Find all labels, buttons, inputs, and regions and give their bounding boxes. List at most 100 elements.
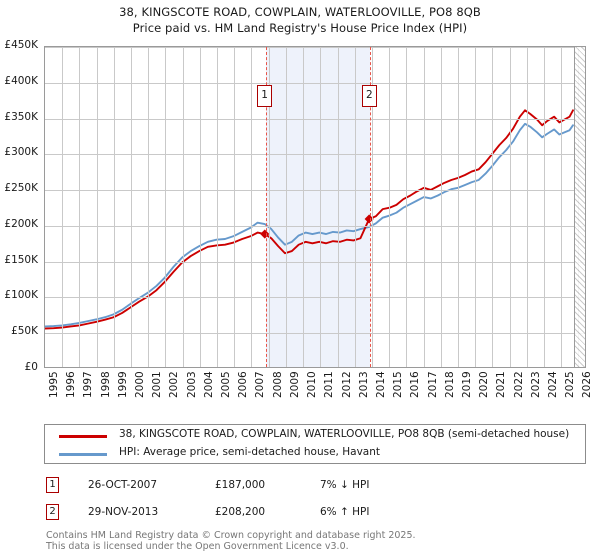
series-lines — [45, 109, 574, 330]
gridline-vertical — [406, 47, 408, 367]
x-axis-tick-label: 2018 — [443, 371, 456, 398]
gridline-horizontal — [45, 333, 585, 335]
sale-point-marker[interactable] — [260, 229, 270, 239]
x-axis-tick-label: 2023 — [529, 371, 542, 398]
sale-date-marker-line — [265, 47, 267, 367]
gridline-horizontal — [45, 82, 585, 84]
x-axis-tick-label: 2010 — [306, 371, 319, 398]
gridline-vertical — [389, 47, 391, 367]
x-axis-tick-label: 2019 — [460, 371, 473, 398]
gridline-vertical — [526, 47, 528, 367]
gridline-vertical — [337, 47, 339, 367]
gridline-vertical — [96, 47, 98, 367]
legend-swatch-price-paid — [59, 435, 107, 438]
transaction-hpi-delta: 6% ↑ HPI — [320, 506, 370, 518]
no-data-region-edge — [574, 47, 576, 367]
x-axis-tick-label: 2015 — [392, 371, 405, 398]
x-axis-tick-label: 2022 — [512, 371, 525, 398]
gridline-vertical — [148, 47, 150, 367]
gridline-vertical — [199, 47, 201, 367]
gridline-vertical — [440, 47, 442, 367]
gridline-vertical — [561, 47, 563, 367]
series-line — [45, 109, 574, 330]
x-axis-tick-label: 2004 — [202, 371, 215, 398]
x-axis-tick-label: 2013 — [357, 371, 370, 398]
x-axis-tick-label: 2025 — [564, 371, 577, 398]
x-axis-tick-label: 2000 — [134, 371, 147, 398]
x-axis-tick-label: 2002 — [168, 371, 181, 398]
gridline-vertical — [165, 47, 167, 367]
transaction-price: £187,000 — [215, 479, 266, 491]
legend-item-hpi: HPI: Average price, semi-detached house,… — [45, 445, 585, 463]
footer-licence: This data is licensed under the Open Gov… — [46, 541, 349, 552]
y-axis-tick-label: £450K — [4, 39, 38, 51]
gridline-vertical — [234, 47, 236, 367]
x-axis-tick-label: 2007 — [254, 371, 267, 398]
y-axis-tick-label: £350K — [4, 110, 38, 123]
gridline-horizontal — [45, 154, 585, 156]
legend-label-hpi: HPI: Average price, semi-detached house,… — [119, 446, 380, 458]
page-title: 38, KINGSCOTE ROAD, COWPLAIN, WATERLOOVI… — [119, 5, 481, 19]
chart-callout-1[interactable]: 1 — [257, 85, 273, 107]
legend-item-price-paid: 38, KINGSCOTE ROAD, COWPLAIN, WATERLOOVI… — [45, 427, 585, 445]
gridline-horizontal — [45, 225, 585, 227]
x-axis-tick-label: 2003 — [185, 371, 198, 398]
gridline-vertical — [113, 47, 115, 367]
y-axis-tick-label: £100K — [4, 289, 38, 302]
gridline-horizontal — [45, 190, 585, 192]
y-axis-tick-label: £400K — [4, 74, 38, 87]
transaction-badge[interactable]: 2 — [46, 504, 59, 520]
x-axis-tick-label: 2008 — [271, 371, 284, 398]
y-axis-tick-label: £250K — [4, 182, 38, 195]
gridline-horizontal — [45, 261, 585, 263]
transaction-price: £208,200 — [215, 506, 266, 518]
gridline-vertical — [543, 47, 545, 367]
x-axis-tick-label: 2009 — [288, 371, 301, 398]
gridline-horizontal — [45, 118, 585, 120]
x-axis-tick-label: 1998 — [99, 371, 112, 398]
transaction-badge[interactable]: 1 — [46, 477, 59, 493]
y-axis-tick-label: £200K — [4, 217, 38, 230]
chart-legend: 38, KINGSCOTE ROAD, COWPLAIN, WATERLOOVI… — [44, 424, 586, 464]
chart-plot-area — [44, 46, 586, 368]
gridline-horizontal — [45, 297, 585, 299]
transaction-hpi-delta: 7% ↓ HPI — [320, 479, 370, 491]
sale-date-marker-line — [370, 47, 372, 367]
y-axis-tick-label: £50K — [11, 325, 38, 338]
x-axis-tick-label: 2020 — [478, 371, 491, 398]
gridline-vertical — [182, 47, 184, 367]
x-axis-tick-label: 1999 — [116, 371, 129, 398]
x-axis-tick-label: 2011 — [323, 371, 336, 398]
gridline-vertical — [79, 47, 81, 367]
gridline-vertical — [371, 47, 373, 367]
x-axis-tick-label: 1997 — [82, 371, 95, 398]
no-data-region — [574, 47, 585, 367]
legend-label-price-paid: 38, KINGSCOTE ROAD, COWPLAIN, WATERLOOVI… — [119, 428, 570, 440]
y-axis-tick-label: £150K — [4, 253, 38, 266]
gridline-vertical — [492, 47, 494, 367]
gridline-vertical — [303, 47, 305, 367]
gridline-vertical — [217, 47, 219, 367]
gridline-vertical — [423, 47, 425, 367]
gridline-vertical — [268, 47, 270, 367]
gridline-vertical — [457, 47, 459, 367]
x-axis-tick-label: 2012 — [340, 371, 353, 398]
y-axis-tick-label: £0 — [24, 361, 38, 373]
x-axis-tick-label: 2021 — [495, 371, 508, 398]
gridline-vertical — [131, 47, 133, 367]
gridline-vertical — [62, 47, 64, 367]
gridline-vertical — [354, 47, 356, 367]
x-axis-tick-label: 2001 — [151, 371, 164, 398]
footer-copyright: Contains HM Land Registry data © Crown c… — [46, 530, 416, 541]
gridline-vertical — [251, 47, 253, 367]
transaction-date: 29-NOV-2013 — [88, 506, 159, 518]
chart-callout-2[interactable]: 2 — [361, 85, 377, 107]
x-axis-tick-label: 2026 — [581, 371, 594, 398]
x-axis-tick-label: 2016 — [409, 371, 422, 398]
x-axis-tick-label: 2014 — [374, 371, 387, 398]
x-axis-tick-label: 2024 — [546, 371, 559, 398]
x-axis-tick-label: 2006 — [237, 371, 250, 398]
x-axis-tick-label: 2005 — [220, 371, 233, 398]
gridline-horizontal — [45, 47, 585, 48]
